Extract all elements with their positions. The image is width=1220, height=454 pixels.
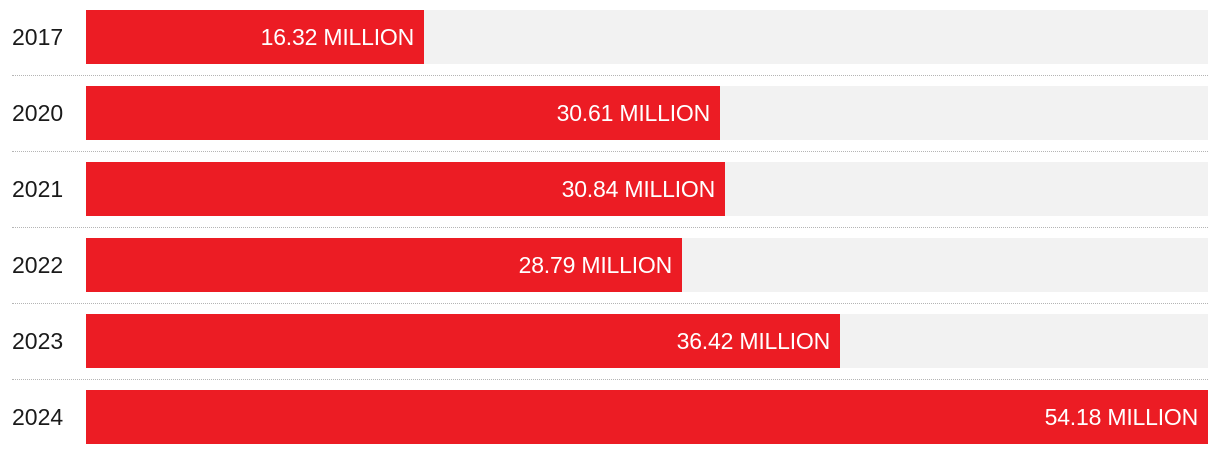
category-label: 2024 xyxy=(12,404,64,430)
category-label: 2023 xyxy=(12,328,64,354)
bar-row: 2021 30.84 MILLION xyxy=(0,162,1220,216)
bar-row: 2022 28.79 MILLION xyxy=(0,238,1220,292)
row-divider xyxy=(12,227,1208,228)
bar-value-label: 54.18 MILLION xyxy=(1044,404,1199,430)
bar-track: 16.32 MILLION xyxy=(86,10,1208,64)
category-label: 2020 xyxy=(12,100,64,126)
row-divider xyxy=(12,151,1208,152)
category-label: 2017 xyxy=(12,24,64,50)
bar-row: 2017 16.32 MILLION xyxy=(0,10,1220,64)
bar: 28.79 MILLION xyxy=(86,238,682,292)
bar-value-label: 30.84 MILLION xyxy=(561,176,716,202)
bar-track: 54.18 MILLION xyxy=(86,390,1208,444)
bar-track: 30.84 MILLION xyxy=(86,162,1208,216)
category-label: 2022 xyxy=(12,252,64,278)
bar-value-label: 16.32 MILLION xyxy=(260,24,415,50)
bar-value-label: 30.61 MILLION xyxy=(556,100,711,126)
bar-value-label: 28.79 MILLION xyxy=(518,252,673,278)
bar-track: 28.79 MILLION xyxy=(86,238,1208,292)
bar-row: 2023 36.42 MILLION xyxy=(0,314,1220,368)
bar-row: 2024 54.18 MILLION xyxy=(0,390,1220,444)
bar: 54.18 MILLION xyxy=(86,390,1208,444)
bar: 16.32 MILLION xyxy=(86,10,424,64)
bar-track: 30.61 MILLION xyxy=(86,86,1208,140)
row-divider xyxy=(12,379,1208,380)
bar-track: 36.42 MILLION xyxy=(86,314,1208,368)
bar-value-label: 36.42 MILLION xyxy=(676,328,831,354)
bar: 30.84 MILLION xyxy=(86,162,725,216)
category-label: 2021 xyxy=(12,176,64,202)
row-divider xyxy=(12,75,1208,76)
bar-row: 2020 30.61 MILLION xyxy=(0,86,1220,140)
bar: 30.61 MILLION xyxy=(86,86,720,140)
bar: 36.42 MILLION xyxy=(86,314,840,368)
row-divider xyxy=(12,303,1208,304)
